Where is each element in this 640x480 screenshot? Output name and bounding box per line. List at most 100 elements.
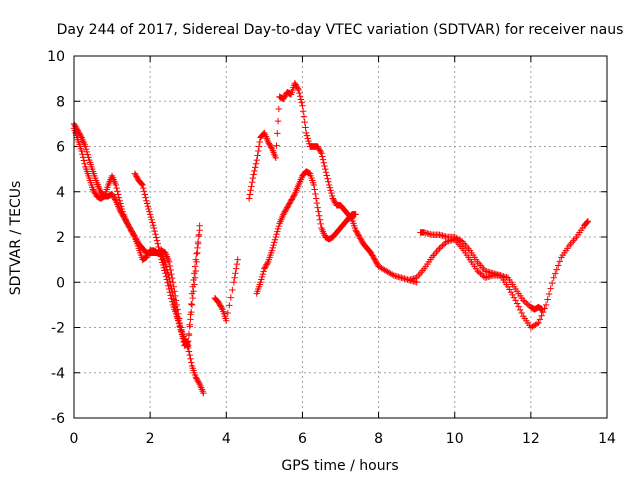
data-point bbox=[539, 308, 547, 316]
data-point bbox=[189, 283, 196, 290]
data-point bbox=[457, 237, 465, 244]
data-point bbox=[548, 279, 556, 287]
data-point bbox=[186, 321, 193, 328]
data-point bbox=[181, 335, 188, 343]
data-point bbox=[353, 228, 360, 235]
data-point bbox=[159, 259, 166, 266]
data-point bbox=[316, 216, 324, 224]
data-point bbox=[322, 165, 329, 173]
data-point bbox=[289, 194, 296, 202]
data-point bbox=[231, 274, 238, 281]
data-point bbox=[288, 196, 295, 203]
data-point bbox=[192, 256, 200, 263]
data-point bbox=[299, 108, 307, 115]
data-point bbox=[264, 260, 271, 267]
data-point bbox=[315, 208, 322, 215]
data-point bbox=[545, 290, 553, 298]
data-point bbox=[160, 264, 168, 271]
data-point bbox=[315, 144, 322, 152]
data-point bbox=[356, 233, 363, 241]
data-point bbox=[153, 237, 161, 244]
data-point bbox=[584, 218, 591, 226]
data-point bbox=[165, 285, 173, 293]
data-point bbox=[535, 319, 542, 327]
data-point bbox=[114, 191, 122, 198]
data-point bbox=[224, 309, 232, 317]
data-point bbox=[280, 209, 288, 217]
data-point bbox=[315, 212, 323, 219]
data-point bbox=[233, 260, 241, 268]
data-point bbox=[373, 259, 380, 266]
data-point bbox=[130, 232, 138, 239]
series-track-b bbox=[70, 125, 203, 349]
data-point bbox=[194, 244, 201, 252]
data-point bbox=[248, 179, 256, 186]
data-point bbox=[129, 229, 136, 237]
y-tick-label: 0 bbox=[56, 275, 65, 291]
data-point bbox=[290, 193, 297, 200]
data-point bbox=[352, 211, 359, 218]
data-point bbox=[194, 376, 201, 384]
data-point bbox=[263, 261, 270, 268]
data-point bbox=[439, 242, 446, 249]
data-point bbox=[153, 234, 160, 241]
data-marks bbox=[70, 79, 592, 397]
series-track-h bbox=[417, 229, 546, 313]
data-point bbox=[78, 147, 85, 155]
data-point bbox=[193, 375, 200, 382]
data-point bbox=[232, 265, 240, 272]
data-point bbox=[293, 82, 300, 90]
data-point bbox=[166, 289, 174, 296]
data-point bbox=[389, 271, 396, 278]
data-point bbox=[126, 224, 133, 231]
data-point bbox=[284, 204, 291, 211]
data-point bbox=[509, 291, 516, 299]
data-point bbox=[215, 299, 222, 306]
data-point bbox=[283, 205, 290, 213]
data-point bbox=[195, 379, 203, 386]
data-point bbox=[260, 268, 267, 275]
data-point bbox=[116, 197, 123, 204]
data-point bbox=[373, 260, 381, 267]
data-point bbox=[285, 201, 292, 209]
data-point bbox=[316, 147, 324, 154]
data-point bbox=[319, 156, 327, 163]
data-point bbox=[253, 156, 260, 164]
data-point bbox=[280, 95, 287, 103]
data-point bbox=[193, 250, 200, 257]
x-tick-label: 8 bbox=[374, 431, 383, 447]
data-point bbox=[355, 232, 362, 239]
data-point bbox=[354, 229, 361, 237]
data-point bbox=[185, 348, 193, 355]
data-point bbox=[162, 273, 170, 280]
data-point bbox=[187, 311, 194, 318]
data-point bbox=[370, 255, 378, 262]
data-point bbox=[254, 152, 261, 159]
data-point bbox=[475, 269, 483, 276]
data-point bbox=[194, 238, 202, 246]
data-point bbox=[188, 301, 196, 309]
data-point bbox=[108, 190, 116, 198]
series-track-f bbox=[253, 168, 359, 297]
data-point bbox=[154, 240, 161, 247]
data-point bbox=[143, 200, 151, 207]
data-point bbox=[140, 184, 147, 192]
data-point bbox=[163, 276, 171, 283]
data-point bbox=[292, 81, 299, 88]
data-point bbox=[132, 171, 139, 179]
x-tick-label: 12 bbox=[522, 431, 540, 447]
data-point bbox=[109, 192, 117, 199]
data-point bbox=[555, 262, 562, 269]
data-point bbox=[515, 303, 522, 310]
data-point bbox=[352, 227, 359, 234]
chart-title: Day 244 of 2017, Sidereal Day-to-day VTE… bbox=[57, 22, 624, 38]
data-point bbox=[110, 193, 117, 200]
data-point bbox=[157, 253, 165, 260]
data-point bbox=[550, 274, 557, 281]
x-tick-label: 6 bbox=[298, 431, 307, 447]
data-point bbox=[185, 331, 193, 339]
data-point bbox=[358, 237, 366, 245]
x-tick-label: 4 bbox=[222, 431, 231, 447]
